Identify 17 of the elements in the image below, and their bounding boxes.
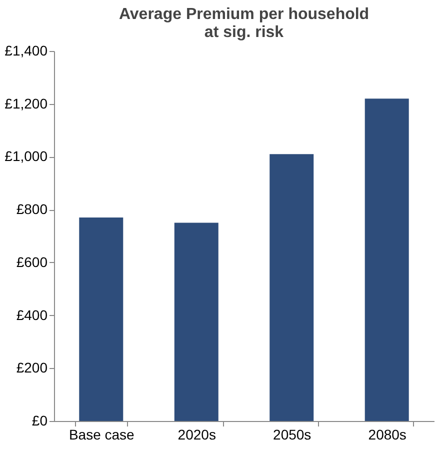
x-tick-label: 2080s	[368, 426, 406, 442]
bar	[79, 218, 124, 421]
y-tick-label: £200	[16, 360, 48, 376]
y-tick-label: £800	[16, 201, 48, 218]
y-tick-label: £0	[32, 412, 48, 428]
x-tick-label: 2020s	[178, 426, 216, 442]
y-tick-label: £1,000	[4, 148, 48, 164]
x-tick-label: 2050s	[273, 426, 312, 442]
bar	[364, 98, 409, 421]
y-tick-label: £400	[16, 306, 48, 323]
bar	[270, 154, 314, 421]
x-tick-label: Base case	[68, 426, 135, 442]
y-tick-label: £1,400	[4, 42, 48, 58]
y-tick-label: £1,200	[4, 95, 48, 112]
chart-title: Average Premium per household at sig. risk	[118, 6, 370, 41]
y-tick-label: £600	[16, 254, 48, 270]
bar	[174, 222, 218, 421]
